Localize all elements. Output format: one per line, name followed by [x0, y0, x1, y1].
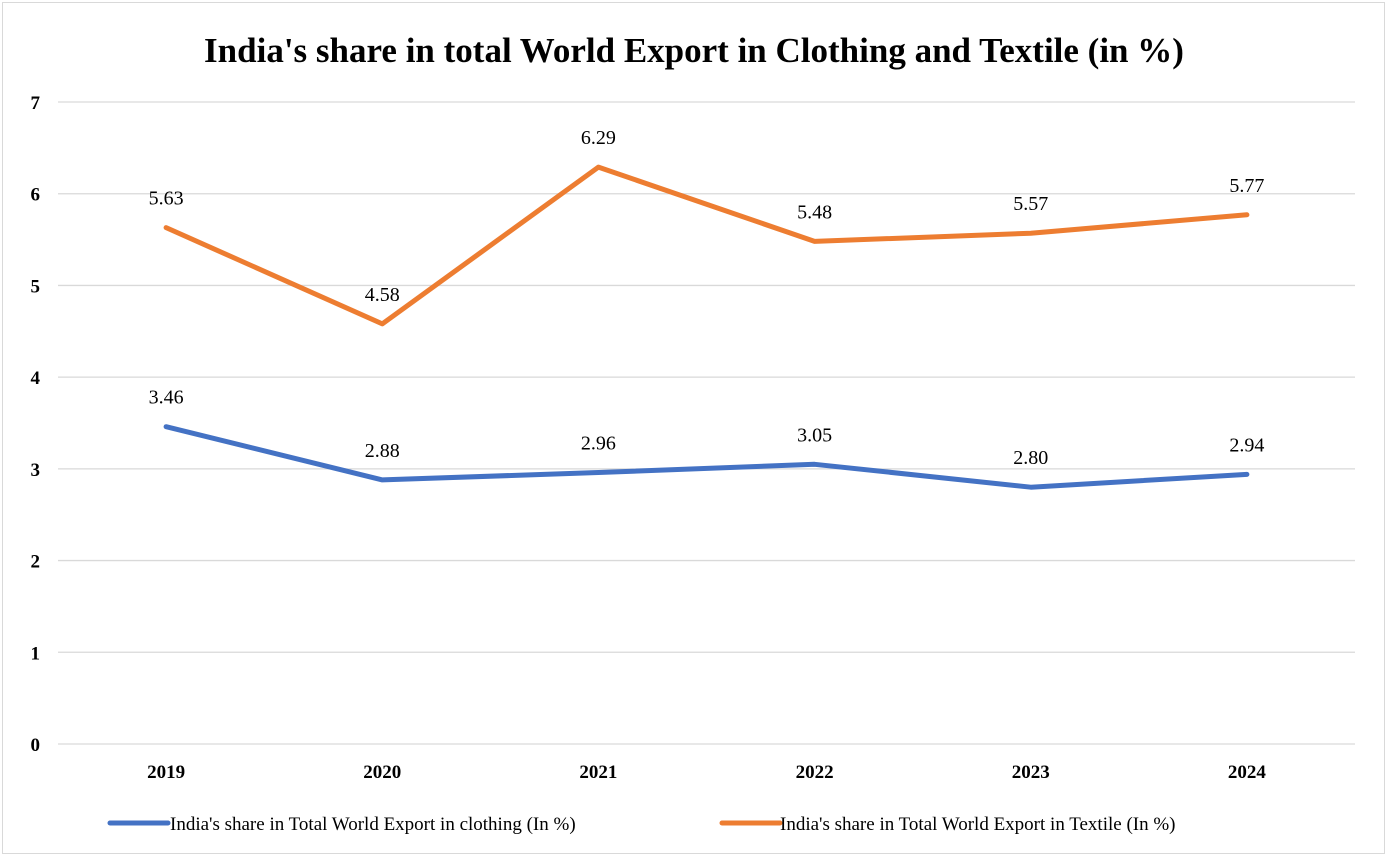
y-tick-label: 6: [31, 185, 41, 206]
gridlines: [58, 102, 1355, 744]
data-label: 6.29: [581, 127, 616, 149]
x-tick-label: 2019: [147, 762, 185, 783]
y-tick-label: 4: [31, 368, 41, 389]
series-lines: [166, 167, 1247, 487]
data-label: 2.94: [1229, 434, 1264, 456]
data-label: 5.77: [1229, 175, 1264, 197]
data-labels: 3.46 2.88 2.96 3.05 2.80 2.94 5.63 4.58 6.29 5.48…: [149, 127, 1265, 469]
data-label: 3.05: [797, 424, 832, 446]
chart-title: India's share in total World Export in C…: [204, 31, 1184, 70]
series-line: [166, 167, 1247, 324]
data-label: 5.48: [797, 201, 832, 223]
y-tick-label: 1: [31, 643, 41, 664]
y-axis-ticks: 0 1 2 3 4 5 6 7: [31, 93, 41, 756]
y-tick-label: 7: [31, 93, 41, 114]
y-tick-label: 2: [31, 552, 41, 573]
x-tick-label: 2020: [363, 762, 401, 783]
legend: India's share in Total World Export in c…: [110, 814, 1176, 835]
x-tick-label: 2023: [1012, 762, 1050, 783]
data-label: 5.57: [1013, 193, 1048, 215]
series-line: [166, 427, 1247, 488]
data-label: 2.80: [1013, 447, 1048, 469]
data-label: 2.96: [581, 433, 616, 455]
x-tick-label: 2022: [796, 762, 834, 783]
x-tick-label: 2024: [1228, 762, 1267, 783]
y-tick-label: 5: [31, 276, 41, 297]
y-tick-label: 3: [31, 460, 41, 481]
data-label: 2.88: [365, 440, 400, 462]
data-label: 3.46: [149, 387, 184, 409]
y-tick-label: 0: [31, 735, 41, 756]
data-label: 5.63: [149, 188, 184, 210]
x-axis-ticks: 2019 2020 2021 2022 2023 2024: [147, 762, 1266, 783]
data-label: 4.58: [365, 284, 400, 306]
legend-label: India's share in Total World Export in c…: [170, 814, 576, 835]
legend-label: India's share in Total World Export in T…: [780, 814, 1176, 835]
x-tick-label: 2021: [579, 762, 617, 783]
